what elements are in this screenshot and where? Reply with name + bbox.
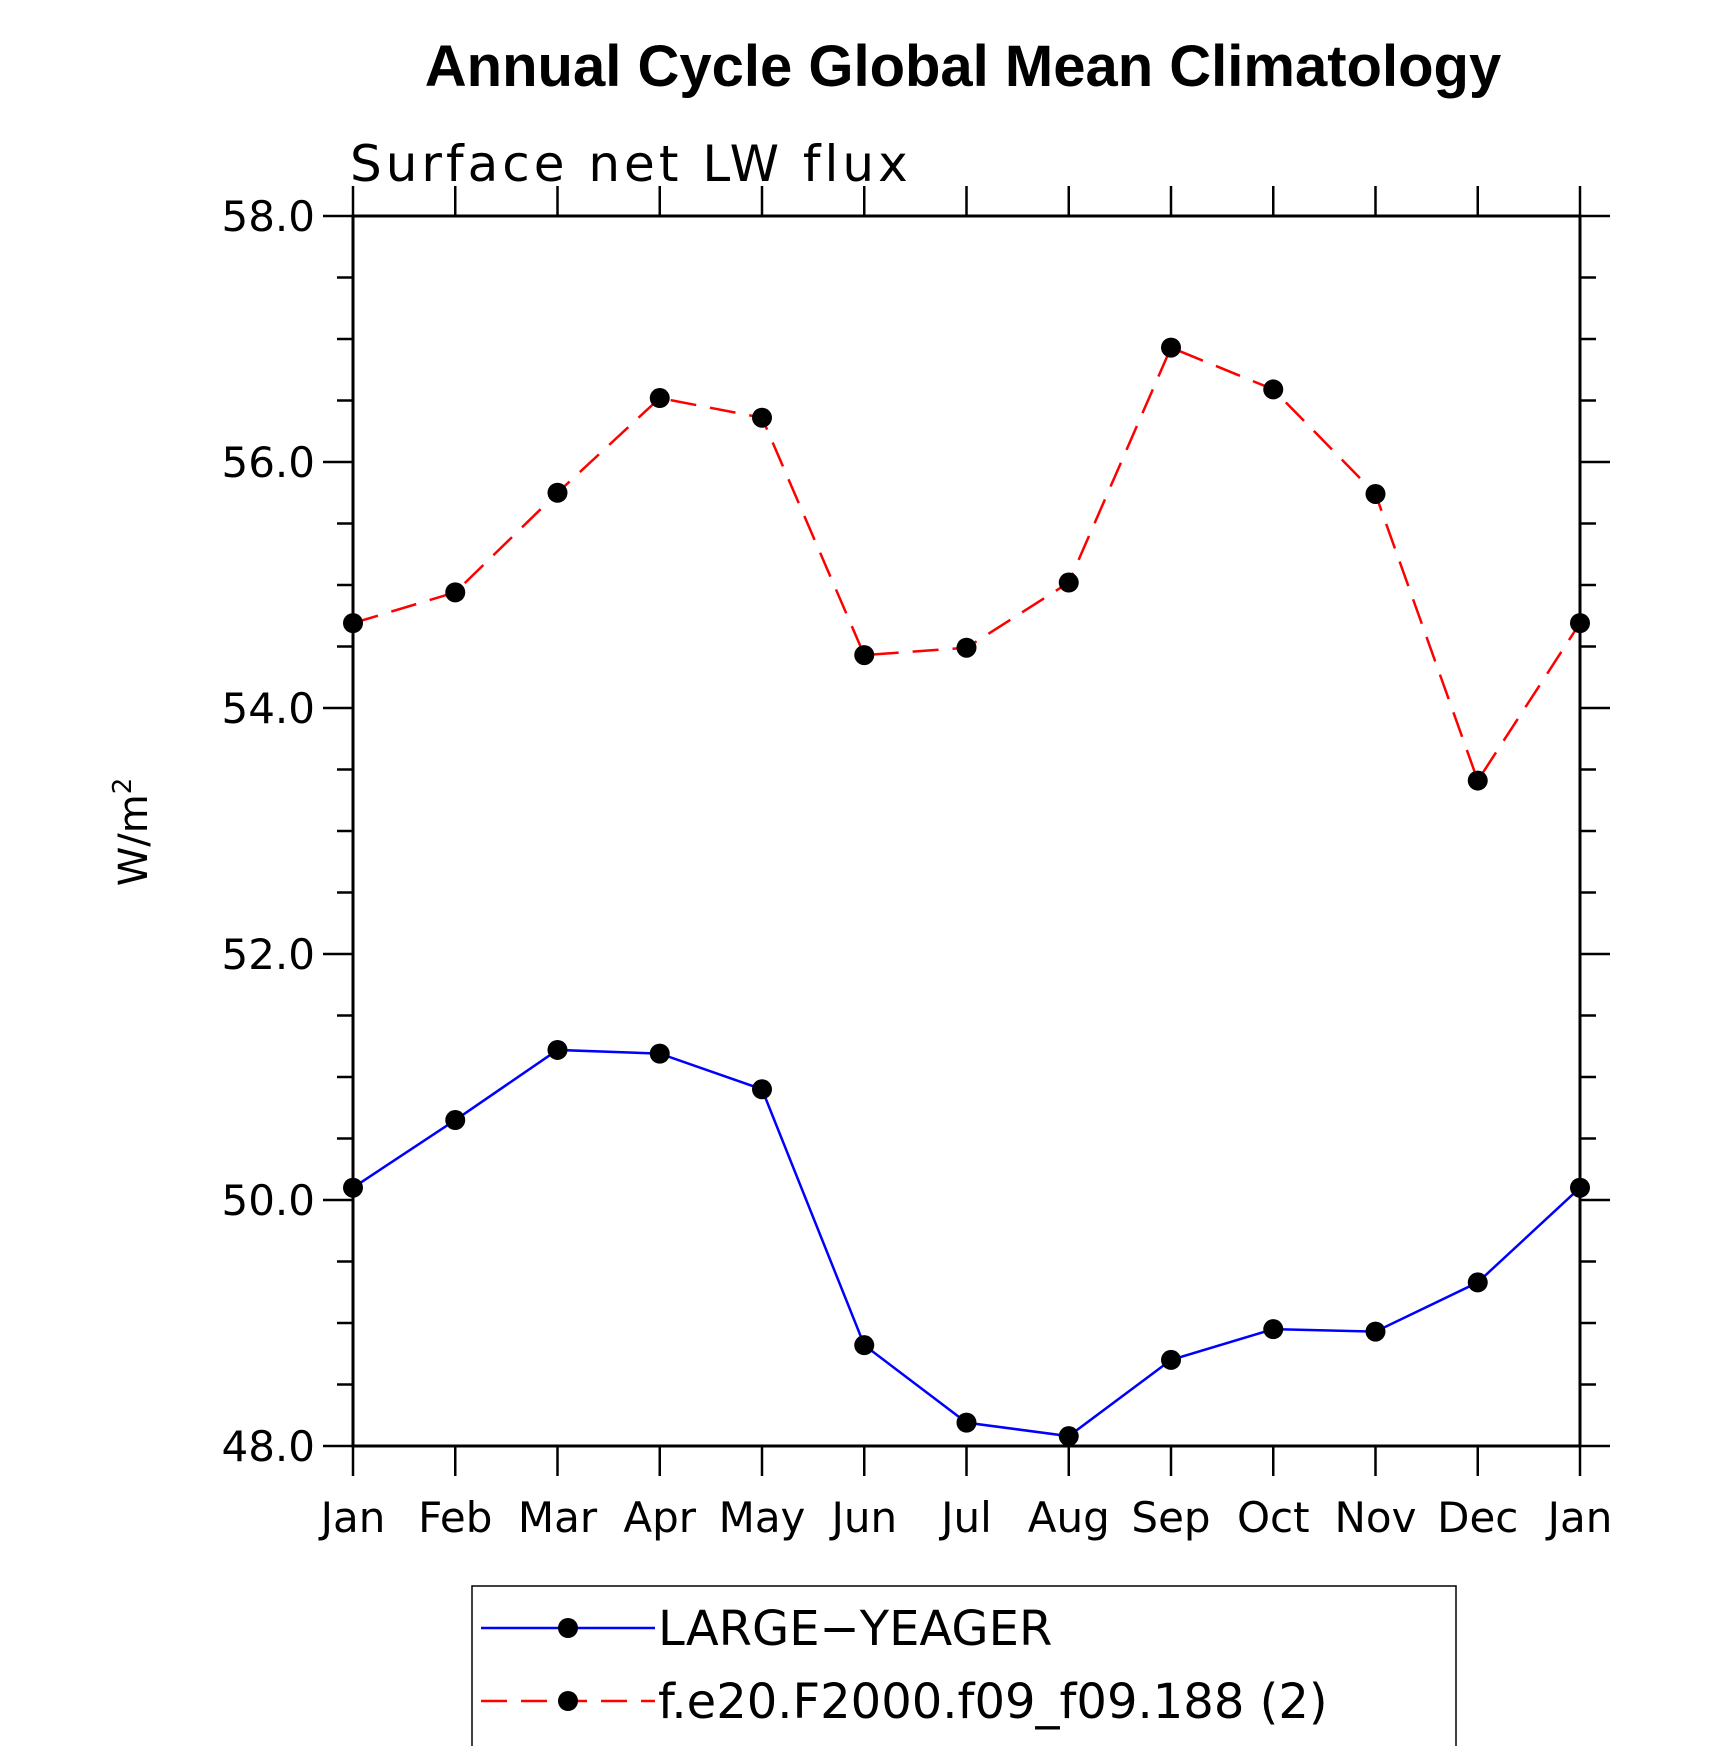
- series-2-point: [1365, 483, 1386, 504]
- plot-frame: [351, 214, 1582, 1448]
- series-2-point: [343, 613, 363, 634]
- legend-label-1: LARGE−YEAGER: [658, 1601, 1052, 1657]
- x-tick-label: Nov: [1335, 1493, 1417, 1542]
- x-tick-label: Sep: [1131, 1493, 1210, 1542]
- plot-axes: 48.0 50.0 52.0 54.0 56.0 58.0 Jan Feb Mar Apr May J…: [221, 186, 1612, 1542]
- series-2-point: [956, 637, 977, 658]
- series-1-point: [854, 1335, 875, 1356]
- x-tick-label: Mar: [518, 1493, 598, 1542]
- series-2-point: [854, 645, 875, 666]
- series-2-point: [752, 407, 772, 428]
- x-tick-label: Jan: [1545, 1493, 1613, 1542]
- x-tick-label: Oct: [1237, 1493, 1310, 1542]
- series-group: [343, 337, 1590, 1447]
- x-tick-label: May: [719, 1493, 806, 1542]
- series-2-point: [1263, 379, 1284, 400]
- legend-label-2: f.e20.F2000.f09_f09.188 (2): [658, 1674, 1328, 1730]
- series-1-point: [445, 1110, 466, 1131]
- x-tick-label: Dec: [1437, 1493, 1518, 1542]
- series-2-point: [445, 582, 466, 603]
- series-2-point: [649, 388, 670, 409]
- y-tick-label: 50.0: [221, 1176, 315, 1225]
- legend: LARGE−YEAGER f.e20.F2000.f09_f09.188 (2): [471, 1585, 1457, 1746]
- x-tick-label: Jun: [828, 1493, 897, 1542]
- series-1-point: [1570, 1177, 1590, 1198]
- series-1-point: [649, 1043, 670, 1064]
- y-tick-label: 54.0: [221, 684, 315, 733]
- series-2-point: [1467, 770, 1488, 791]
- legend-marker-1: [558, 1618, 578, 1638]
- series-1-point: [1365, 1321, 1386, 1342]
- legend-box: [471, 1585, 1457, 1746]
- series-1-point: [1058, 1426, 1079, 1447]
- series-line-1: [352, 1048, 1581, 1438]
- series-1-point: [1263, 1319, 1284, 1340]
- x-tick-label: Jan: [318, 1493, 386, 1542]
- chart-subtitle: Surface net LW flux: [350, 135, 912, 193]
- series-1-point: [1161, 1349, 1181, 1370]
- series-2-point: [1161, 337, 1181, 358]
- y-tick-label: 52.0: [221, 930, 315, 979]
- series-1-point: [1467, 1272, 1488, 1293]
- y-tick-label: 58.0: [221, 192, 315, 241]
- series-1-point: [752, 1079, 772, 1100]
- series-line-2: [352, 345, 1582, 784]
- legend-marker-2: [558, 1691, 578, 1711]
- series-1-point: [343, 1177, 363, 1198]
- series-1-point: [956, 1412, 977, 1433]
- chart-title: Annual Cycle Global Mean Climatology: [425, 34, 1501, 99]
- series-2-point: [1058, 572, 1079, 593]
- x-tick-label: Feb: [418, 1493, 492, 1542]
- x-tick-label: Aug: [1028, 1493, 1110, 1542]
- series-2-point: [547, 482, 568, 503]
- x-tick-label: Jul: [938, 1493, 992, 1542]
- series-1-point: [547, 1039, 568, 1060]
- y-tick-label: 48.0: [221, 1422, 315, 1471]
- series-2-point: [1570, 613, 1590, 634]
- y-tick-label: 56.0: [221, 438, 315, 487]
- y-axis-label: W/m2: [108, 778, 157, 887]
- x-tick-label: Apr: [623, 1493, 696, 1542]
